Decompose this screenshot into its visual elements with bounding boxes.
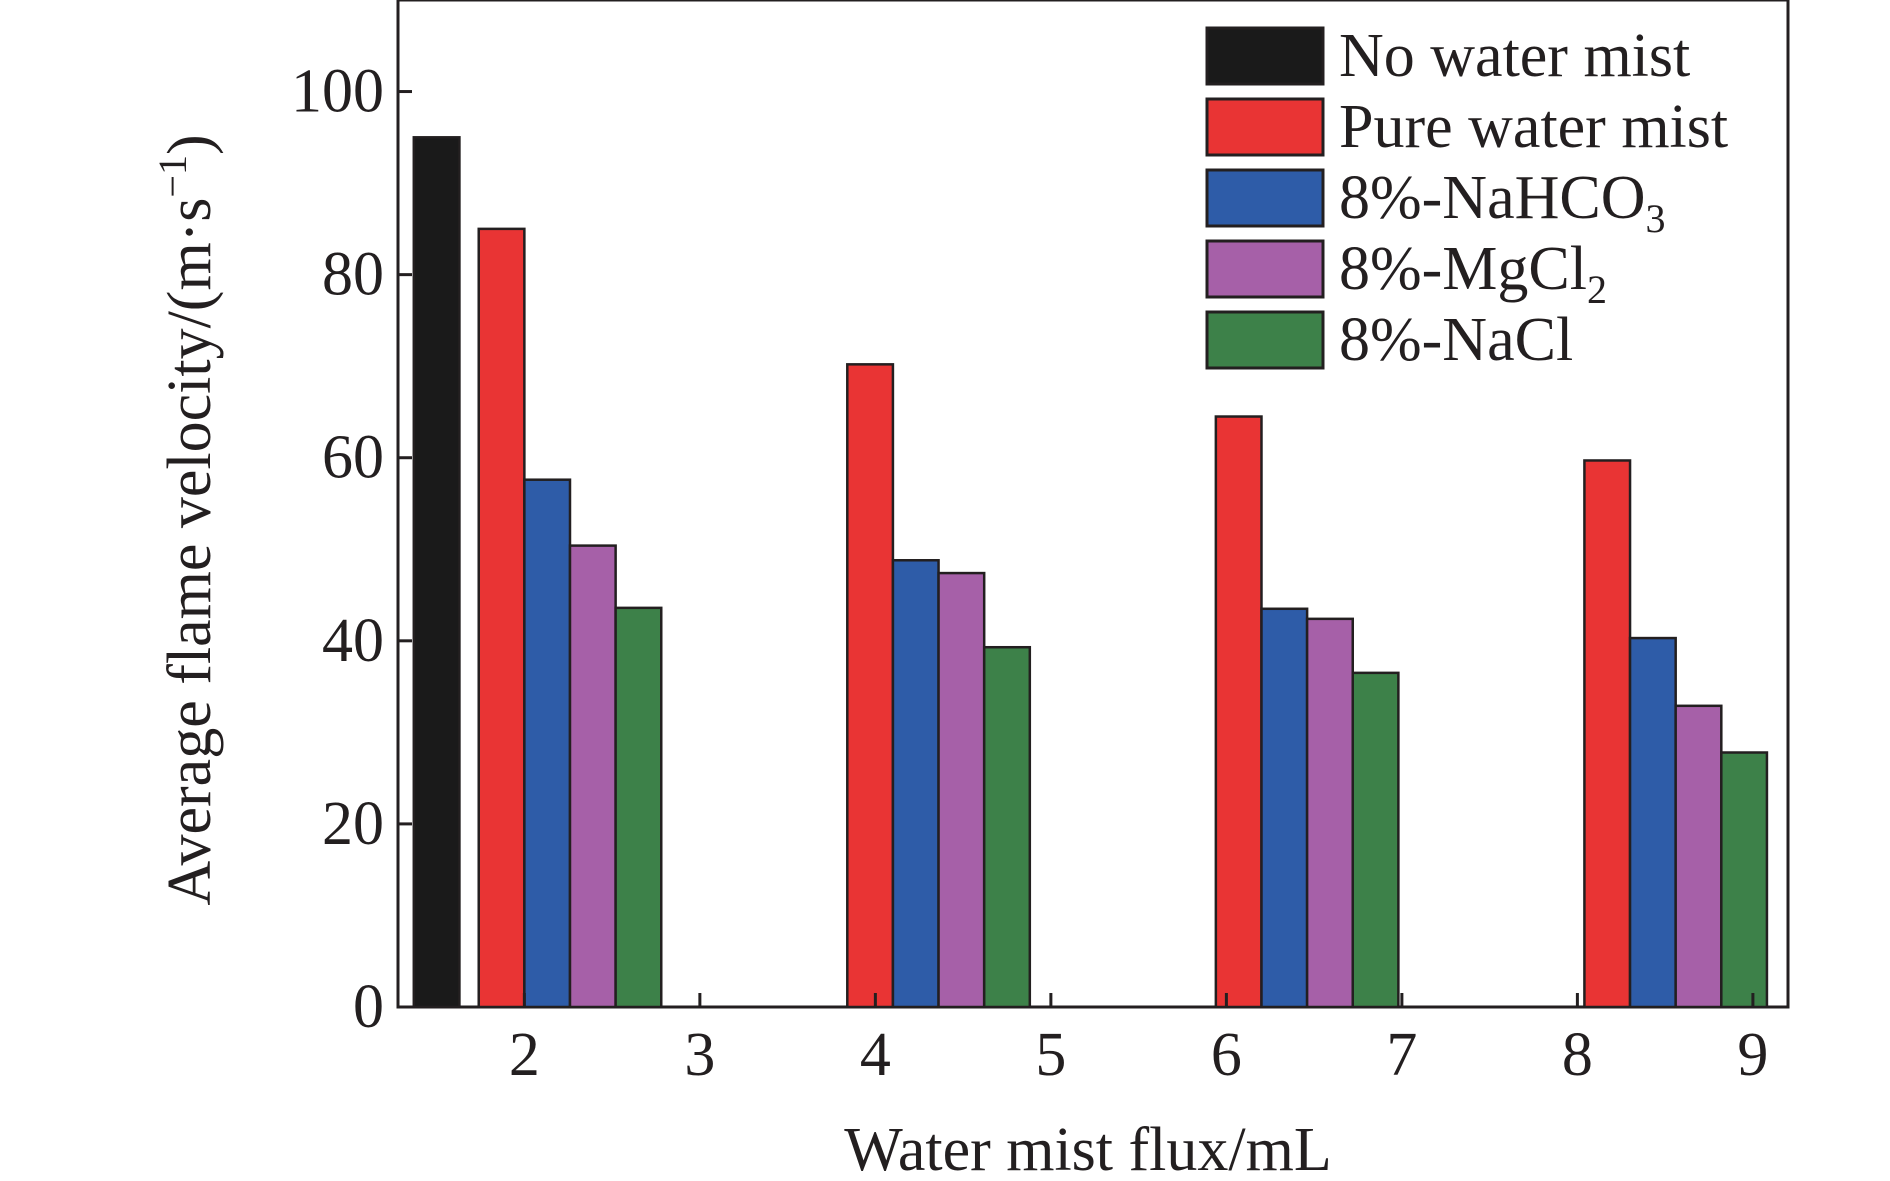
legend-swatch-8-mgcl <box>1205 239 1325 299</box>
bar-8-nahco-8.43 <box>1628 636 1677 1009</box>
legend-swatch-8-nacl <box>1205 310 1325 370</box>
bar-pure-water-mist-6.07 <box>1214 415 1263 1009</box>
legend-subscript: 2 <box>1587 267 1607 312</box>
legend-label-8-nahco: 8%-NaHCO3 <box>1339 164 1666 241</box>
bar-8-mgcl-4.49 <box>937 571 986 1009</box>
y-axis-title: Average flame velocity/(m·s−1) <box>150 134 224 905</box>
y-axis-title-superscript: −1 <box>150 155 195 198</box>
y-axis-title-close: ) <box>156 134 224 155</box>
y-axis-ticks: 0 20 40 60 80 100 <box>291 58 412 1041</box>
bar-8-nacl-4.75 <box>982 645 1032 1009</box>
y-tick-label: 60 <box>322 424 384 492</box>
bar-8-mgcl-6.59 <box>1305 617 1354 1009</box>
bar-8-nahco-4.23 <box>891 559 940 1009</box>
bar-8-nacl-6.85 <box>1351 671 1400 1009</box>
legend-swatch-no-water-mist <box>1205 26 1325 86</box>
x-tick-label: 5 <box>1035 1021 1066 1089</box>
y-tick-label: 20 <box>322 790 384 858</box>
legend-label-pure-water-mist: Pure water mist <box>1339 93 1728 161</box>
y-tick-label: 100 <box>291 58 384 126</box>
bar-8-nahco-6.33 <box>1260 607 1309 1009</box>
x-tick-label: 3 <box>684 1021 715 1089</box>
y-tick-label: 40 <box>322 607 384 675</box>
legend-swatch-8-nahco <box>1205 168 1325 228</box>
y-axis-title-main: Average flame velocity/(m·s <box>156 198 224 906</box>
x-tick-label: 6 <box>1211 1021 1242 1089</box>
bar-pure-water-mist-8.17 <box>1583 459 1632 1009</box>
bar-8-nacl-8.95 <box>1720 751 1769 1009</box>
legend-subscript: 3 <box>1646 196 1666 241</box>
bar-8-nahco-2.13 <box>523 478 572 1009</box>
legend-label-no-water-mist: No water mist <box>1339 22 1690 90</box>
bar-no-water-mist-1.5 <box>412 136 461 1009</box>
y-tick-label: 0 <box>353 973 384 1041</box>
x-tick-label: 4 <box>860 1021 891 1089</box>
bar-8-nacl-2.65 <box>614 606 663 1009</box>
x-axis-title: Water mist flux/mL <box>844 1116 1331 1181</box>
legend-label-8-nacl: 8%-NaCl <box>1339 306 1573 374</box>
bars-group <box>412 136 1769 1009</box>
bar-8-mgcl-2.39 <box>568 544 617 1009</box>
bar-8-mgcl-8.69 <box>1674 704 1723 1009</box>
legend-label-8-mgcl: 8%-MgCl2 <box>1339 235 1607 312</box>
x-tick-label: 8 <box>1562 1021 1593 1089</box>
legend-swatch-pure-water-mist <box>1205 97 1325 157</box>
x-tick-label: 9 <box>1737 1021 1768 1089</box>
x-tick-label: 2 <box>509 1021 540 1089</box>
plot-frame <box>396 0 1790 1009</box>
bar-pure-water-mist-1.87 <box>477 227 526 1009</box>
bar-pure-water-mist-3.97 <box>846 363 895 1009</box>
x-axis-ticks: 2 3 4 5 6 7 8 9 <box>509 993 1768 1089</box>
y-tick-label: 80 <box>322 241 384 309</box>
x-tick-label: 7 <box>1386 1021 1417 1089</box>
